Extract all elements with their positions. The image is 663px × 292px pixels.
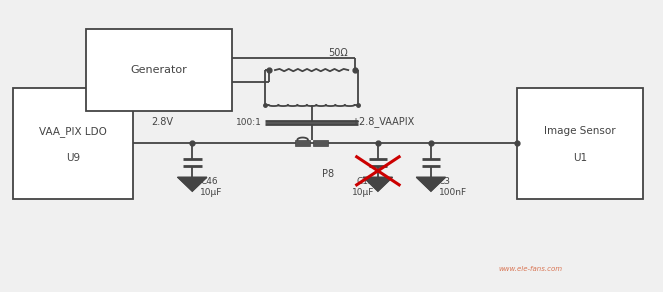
Text: Generator: Generator (131, 65, 188, 75)
Polygon shape (363, 177, 392, 191)
Polygon shape (178, 177, 207, 191)
Text: 50Ω: 50Ω (328, 48, 348, 58)
Text: C12: C12 (357, 177, 375, 186)
Text: U9: U9 (66, 153, 80, 163)
Text: +2.8_VAAPIX: +2.8_VAAPIX (351, 116, 414, 127)
Bar (517, 88, 643, 199)
Text: C46: C46 (200, 177, 218, 186)
Text: P8: P8 (322, 169, 334, 179)
Text: C3: C3 (439, 177, 451, 186)
Bar (13, 88, 133, 199)
Bar (295, 140, 310, 146)
Bar (86, 29, 232, 111)
Text: U1: U1 (573, 153, 587, 163)
Text: 100nF: 100nF (439, 188, 467, 197)
Text: VAA_PIX LDO: VAA_PIX LDO (39, 126, 107, 137)
Text: 100:1: 100:1 (236, 118, 262, 127)
Bar (313, 140, 328, 146)
Text: 10μF: 10μF (352, 188, 375, 197)
Text: 10μF: 10μF (200, 188, 223, 197)
Text: 2.8V: 2.8V (151, 117, 174, 127)
Text: www.ele-fans.com: www.ele-fans.com (499, 265, 562, 272)
Text: Image Sensor: Image Sensor (544, 126, 616, 136)
Polygon shape (416, 177, 446, 191)
